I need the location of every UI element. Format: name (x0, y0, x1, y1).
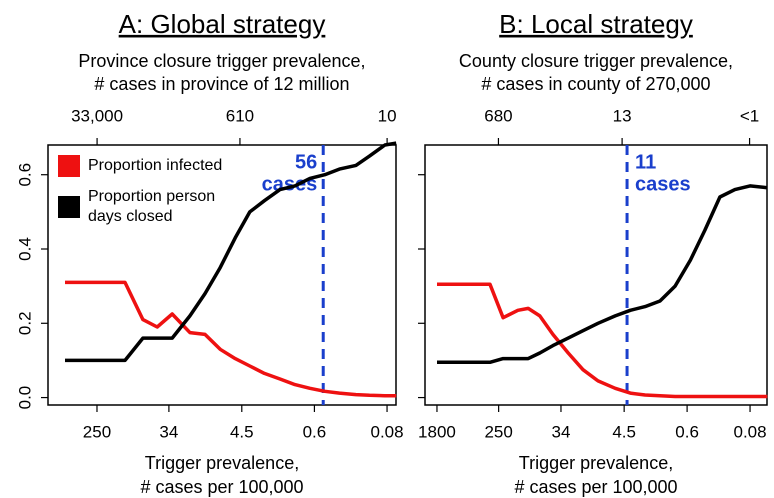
top-tick-label: 33,000 (71, 106, 123, 125)
y-tick-label: 0.6 (15, 163, 34, 187)
series-line (437, 184, 768, 365)
x-tick-label: 250 (83, 422, 111, 441)
x-axis-label: Trigger prevalence, (519, 453, 673, 473)
x-tick-label: 0.08 (734, 422, 767, 441)
y-tick-label: 0.4 (15, 237, 34, 261)
top-axis-label: # cases in province of 12 million (94, 74, 349, 94)
x-axis-label: Trigger prevalence, (145, 453, 299, 473)
plot-frame (47, 144, 397, 406)
threshold-label: cases (262, 173, 318, 195)
threshold-label: 56 (295, 151, 317, 173)
legend-item: Proportion infected (58, 155, 248, 177)
threshold-label: cases (635, 173, 691, 195)
legend-label: Proportion person days closed (88, 188, 216, 225)
legend-swatch (58, 196, 80, 218)
x-tick-label: 0.6 (303, 422, 327, 441)
legend-swatch (58, 155, 80, 177)
top-axis-label: Province closure trigger prevalence, (78, 51, 365, 71)
x-axis-label: # cases per 100,000 (140, 477, 303, 497)
x-tick-label: 250 (484, 422, 512, 441)
x-tick-label: 1800 (418, 422, 456, 441)
top-axis-label: # cases in county of 270,000 (481, 74, 710, 94)
y-tick-label: 0.2 (15, 311, 34, 335)
legend-label: Proportion infected (88, 157, 223, 174)
x-axis-label: # cases per 100,000 (514, 477, 677, 497)
threshold-label: 11 (635, 151, 656, 173)
series-line (65, 280, 397, 398)
top-tick-label: 680 (484, 106, 512, 125)
y-tick-label: 0.0 (15, 386, 34, 410)
x-tick-label: 0.6 (675, 422, 699, 441)
plot-frame (424, 144, 768, 406)
x-tick-label: 34 (159, 422, 178, 441)
x-tick-label: 4.5 (230, 422, 254, 441)
series-line (437, 282, 768, 399)
x-tick-label: 0.08 (370, 422, 403, 441)
x-tick-label: 34 (552, 422, 571, 441)
panel-title: B: Local strategy (499, 9, 693, 39)
top-tick-label: <1 (740, 106, 759, 125)
x-tick-label: 4.5 (612, 422, 636, 441)
legend: Proportion infected Proportion person da… (58, 155, 248, 237)
series-line (65, 141, 397, 363)
legend-item: Proportion person days closed (58, 187, 248, 227)
panel-title: A: Global strategy (119, 9, 326, 39)
top-axis-label: County closure trigger prevalence, (459, 51, 733, 71)
top-tick-label: 10 (378, 106, 397, 125)
top-tick-label: 610 (226, 106, 254, 125)
top-tick-label: 13 (613, 106, 632, 125)
